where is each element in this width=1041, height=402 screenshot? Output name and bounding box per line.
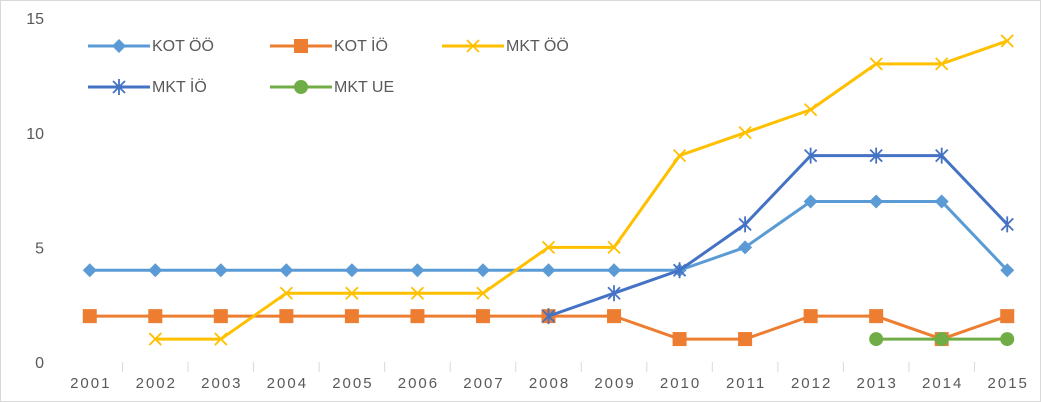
x-tick-label: 2003 [201, 375, 242, 392]
marker [541, 263, 556, 278]
x-tick-label: 2007 [463, 375, 504, 392]
marker [294, 80, 308, 94]
marker [279, 309, 294, 324]
marker [1000, 263, 1015, 278]
marker [738, 216, 752, 233]
marker [1000, 332, 1015, 347]
x-tick-label: 2009 [594, 375, 635, 392]
x-tick-label: 2010 [660, 375, 701, 392]
x-tick-label: 2008 [529, 375, 570, 392]
marker [803, 103, 818, 117]
marker [803, 147, 818, 164]
legend-item: KOT İÖ [270, 36, 388, 55]
marker [112, 79, 126, 95]
marker [934, 194, 949, 209]
marker [803, 309, 818, 324]
marker [148, 263, 163, 278]
x-tick-label: 2005 [332, 375, 373, 392]
legend-item: MKT UE [270, 79, 394, 96]
marker [410, 286, 425, 300]
marker [672, 262, 687, 279]
marker [607, 263, 622, 278]
marker [869, 147, 883, 164]
x-tick-label: 2001 [70, 375, 111, 392]
x-tick-label: 2013 [856, 375, 897, 392]
marker [112, 39, 126, 53]
marker [1000, 309, 1015, 324]
series [148, 34, 1014, 346]
marker [148, 309, 163, 324]
series [82, 194, 1015, 278]
marker [541, 240, 556, 254]
marker [672, 332, 687, 347]
legend-label: MKT UE [334, 79, 394, 96]
marker [279, 263, 294, 278]
legend-label: MKT İÖ [152, 77, 207, 96]
series-line [548, 154, 1009, 318]
marker [607, 285, 621, 302]
x-tick-label: 2002 [136, 375, 177, 392]
marker [869, 57, 883, 71]
marker [82, 263, 97, 278]
y-tick-label: 15 [26, 11, 44, 28]
marker [738, 240, 753, 255]
x-tick-label: 2004 [267, 375, 308, 392]
x-tick-label: 2006 [398, 375, 439, 392]
marker [410, 263, 425, 278]
marker [1000, 34, 1014, 48]
marker [294, 39, 308, 53]
legend-label: MKT ÖÖ [506, 37, 569, 55]
marker [1000, 216, 1014, 233]
y-tick-label: 10 [26, 126, 44, 143]
legend-label: KOT ÖÖ [152, 37, 214, 55]
marker [466, 39, 480, 53]
marker [475, 263, 490, 278]
series [541, 147, 1014, 325]
marker [803, 194, 818, 209]
marker [214, 332, 228, 346]
marker [344, 309, 359, 324]
marker [148, 332, 162, 346]
x-tick-label: 2011 [726, 375, 766, 392]
y-tick-label: 0 [35, 355, 44, 372]
legend-item: MKT ÖÖ [442, 37, 569, 55]
marker [475, 309, 490, 324]
legend-item: KOT ÖÖ [88, 37, 214, 55]
marker [869, 332, 884, 347]
marker [738, 126, 752, 140]
marker [344, 263, 359, 278]
marker [607, 309, 622, 324]
marker [541, 308, 556, 325]
marker [934, 332, 949, 347]
x-tick-label: 2015 [988, 375, 1029, 392]
marker [345, 286, 359, 300]
legend-item: MKT İÖ [88, 77, 207, 96]
marker [213, 309, 228, 324]
marker [82, 309, 97, 324]
marker [935, 57, 949, 71]
x-tick-label: 2014 [922, 375, 963, 392]
marker [738, 332, 753, 347]
marker [869, 309, 884, 324]
series-line [155, 39, 1008, 341]
x-tick-label: 2012 [791, 375, 832, 392]
marker [935, 147, 949, 164]
marker [869, 194, 884, 209]
y-tick-label: 5 [35, 241, 44, 258]
marker [213, 263, 228, 278]
series [869, 332, 1015, 347]
marker [279, 286, 294, 300]
marker [672, 148, 687, 163]
marker [410, 309, 425, 324]
marker [607, 240, 621, 254]
marker [476, 286, 490, 300]
legend-label: KOT İÖ [334, 36, 388, 55]
